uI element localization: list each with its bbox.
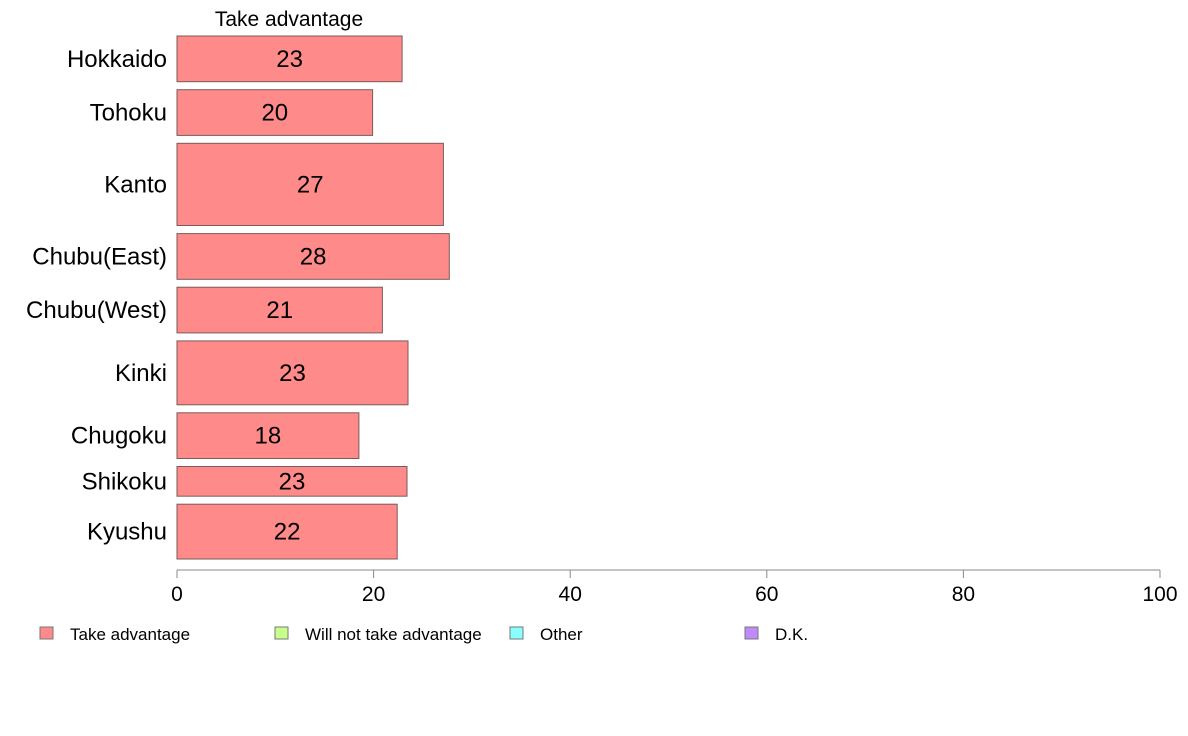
bar-value-label: 22: [274, 519, 301, 546]
legend-swatch: [274, 626, 289, 640]
legend-label: Take advantage: [70, 625, 190, 644]
category-label: Hokkaido: [67, 46, 167, 73]
legend-label: Other: [540, 625, 583, 644]
category-label: Kinki: [115, 360, 167, 387]
bar-chubuwest: [176, 286, 383, 334]
legend-label: D.K.: [775, 625, 808, 644]
bar-kinki: [176, 340, 409, 406]
legend-swatch: [509, 626, 524, 640]
category-label: Chubu(East): [32, 243, 167, 270]
x-tick-label: 100: [1142, 583, 1177, 606]
bar-hokkaido: [176, 35, 403, 83]
bar-value-label: 27: [297, 171, 324, 198]
category-label: Tohoku: [90, 100, 167, 127]
bar-kyushu: [176, 503, 398, 560]
x-axis: 0 20 40 60 80 100: [171, 569, 1178, 606]
legend-swatch: [744, 626, 759, 640]
category-label: Chugoku: [71, 423, 167, 450]
legend-swatch: [39, 626, 54, 640]
bar-chugoku: [176, 412, 360, 459]
category-label: Kanto: [104, 171, 167, 198]
bar-value-label: 28: [300, 243, 327, 270]
bar-value-label: 23: [279, 360, 306, 387]
bar-value-label: 23: [279, 468, 306, 495]
bars-group: 23 Hokkaido 20 Tohoku 27 Kanto 28 Chubu(East) 21…: [26, 35, 450, 560]
bar-shikoku: [176, 466, 408, 497]
legend: Take advantage Will not take advantage Oth…: [39, 625, 808, 644]
bar-value-label: 23: [276, 46, 303, 73]
x-tick-label: 80: [952, 583, 975, 606]
bar-value-label: 18: [255, 423, 282, 450]
bar-kanto: [176, 142, 444, 226]
bar-tohoku: [176, 89, 374, 136]
category-label: Kyushu: [87, 519, 167, 546]
bar-chubueast: [176, 233, 450, 280]
x-tick-label: 60: [755, 583, 778, 606]
bar-value-label: 20: [261, 100, 288, 127]
category-label: Chubu(West): [26, 297, 167, 324]
category-label: Shikoku: [82, 468, 167, 495]
bar-value-label: 21: [266, 297, 293, 324]
x-tick-label: 20: [362, 583, 385, 606]
x-tick-label: 0: [171, 583, 183, 606]
x-tick-label: 40: [559, 583, 582, 606]
legend-label: Will not take advantage: [305, 625, 482, 644]
chart-title: Take advantage: [215, 8, 363, 31]
